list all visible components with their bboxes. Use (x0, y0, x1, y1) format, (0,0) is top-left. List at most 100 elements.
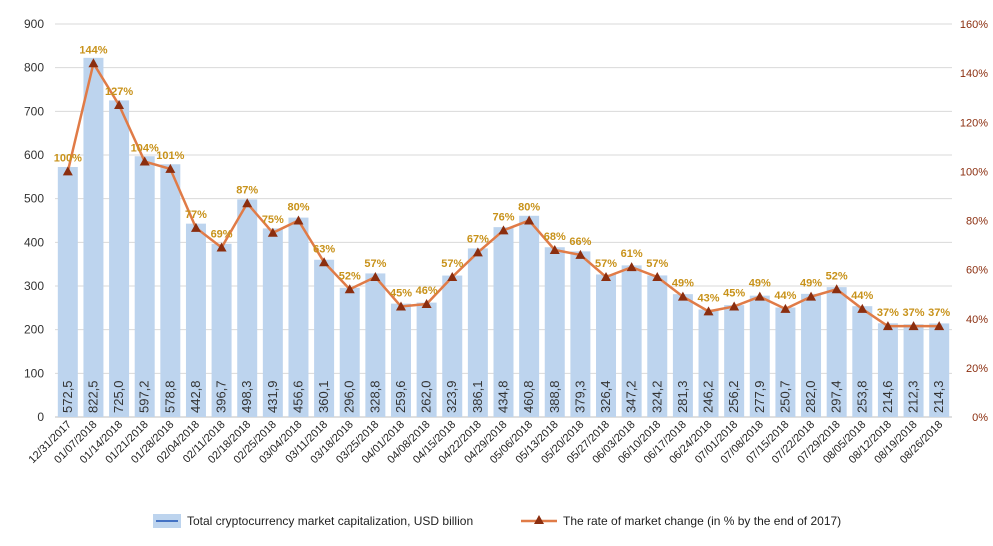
bar-value-label: 456,6 (290, 380, 305, 413)
bar (237, 199, 258, 417)
bar-value-label: 388,8 (547, 380, 562, 413)
rate-marker (267, 227, 278, 237)
rate-marker (447, 271, 458, 281)
bar (493, 227, 514, 417)
left-tick-label: 600 (24, 148, 44, 162)
rate-marker (857, 303, 868, 313)
rate-value-label: 44% (851, 290, 873, 302)
bar-value-label: 323,9 (444, 380, 459, 413)
right-tick-label: 120% (960, 117, 988, 129)
rate-marker (703, 306, 714, 316)
legend-triangle-marker (534, 515, 544, 524)
rate-marker (498, 225, 509, 235)
bar (570, 251, 591, 417)
x-axis: 12/31/201701/07/201801/14/201801/21/2018… (27, 419, 946, 466)
rate-value-label: 100% (54, 152, 82, 164)
rate-value-label: 57% (441, 258, 463, 270)
rate-value-label: 45% (723, 287, 745, 299)
rate-value-label: 45% (390, 287, 412, 299)
bar (365, 273, 386, 417)
left-tick-label: 700 (24, 104, 44, 118)
right-tick-label: 40% (966, 314, 988, 326)
left-tick-label: 200 (24, 323, 44, 337)
left-axis: 0 100 200 300 400 500 600 700 800 900 (24, 17, 44, 424)
bar (826, 287, 847, 417)
rate-value-label: 49% (800, 278, 822, 290)
bar (877, 323, 898, 417)
rate-value-label: 77% (185, 209, 207, 221)
rate-value-label: 87% (236, 184, 258, 196)
right-tick-label: 20% (966, 363, 988, 375)
rate-value-label: 52% (826, 270, 848, 282)
bar (442, 275, 463, 417)
bar (929, 323, 950, 417)
bar (672, 294, 693, 417)
bar-value-label: 386,1 (470, 380, 485, 413)
bar-value-label: 324,2 (649, 380, 664, 413)
rate-value-label: 37% (928, 307, 950, 319)
rate-value-label: 49% (672, 278, 694, 290)
bar (416, 302, 437, 417)
bar-value-label: 256,2 (726, 380, 741, 413)
rate-value-label: 80% (518, 202, 540, 214)
bar (775, 307, 796, 417)
rate-marker (370, 271, 381, 281)
bar-value-label: 431,9 (265, 380, 280, 413)
bar-value-label: 262,0 (419, 380, 434, 413)
bar (185, 223, 206, 417)
legend-bar-label: Total cryptocurrency market capitalizati… (187, 514, 473, 528)
bar-value-label: 572,5 (60, 380, 75, 413)
rate-value-label: 144% (79, 44, 107, 56)
rate-marker (242, 198, 253, 208)
rate-marker (190, 222, 201, 232)
rate-value-label: 101% (156, 150, 184, 162)
legend: Total cryptocurrency market capitalizati… (153, 514, 841, 528)
rate-marker (601, 271, 612, 281)
rate-marker (934, 321, 945, 331)
rate-value-label: 76% (492, 211, 514, 223)
rate-marker (652, 271, 663, 281)
bar-value-label: 259,6 (393, 380, 408, 413)
left-tick-label: 500 (24, 192, 44, 206)
rate-marker (216, 242, 227, 252)
right-tick-label: 80% (966, 216, 988, 228)
rate-marker (319, 257, 330, 267)
bar (621, 265, 642, 417)
bar-value-label: 214,3 (931, 380, 946, 413)
bar (109, 100, 130, 418)
bar-value-label: 725,0 (111, 380, 126, 413)
rate-marker (549, 244, 560, 254)
bar (724, 305, 745, 417)
rate-marker (729, 301, 740, 311)
rate-marker (165, 163, 176, 173)
left-tick-label: 800 (24, 61, 44, 75)
legend-line-label: The rate of market change (in % by the e… (563, 514, 841, 528)
rate-value-label: 49% (749, 278, 771, 290)
bar (134, 156, 155, 418)
rate-marker (524, 215, 535, 225)
bar (160, 164, 181, 417)
left-tick-label: 900 (24, 17, 44, 31)
right-tick-label: 140% (960, 68, 988, 80)
bar (211, 243, 232, 417)
right-tick-label: 0% (972, 412, 988, 424)
rate-marker (806, 291, 817, 301)
bar-value-label: 326,4 (598, 380, 613, 413)
rate-value-label: 69% (211, 229, 233, 241)
rate-value-label: 52% (339, 270, 361, 282)
bar-value-label: 282,0 (803, 380, 818, 413)
left-tick-label: 0 (37, 410, 44, 424)
line-value-labels: 100%144%127%104%101%77%69%87%75%80%63%52… (54, 44, 951, 319)
left-tick-label: 300 (24, 279, 44, 293)
bar (801, 293, 822, 417)
rate-value-label: 61% (621, 248, 643, 260)
rate-marker (677, 291, 688, 301)
bar-value-label: 498,3 (239, 380, 254, 413)
bar-value-label: 296,0 (342, 380, 357, 413)
rate-marker (62, 166, 73, 176)
rate-marker (472, 247, 483, 257)
bar (852, 306, 873, 417)
right-tick-label: 100% (960, 166, 988, 178)
